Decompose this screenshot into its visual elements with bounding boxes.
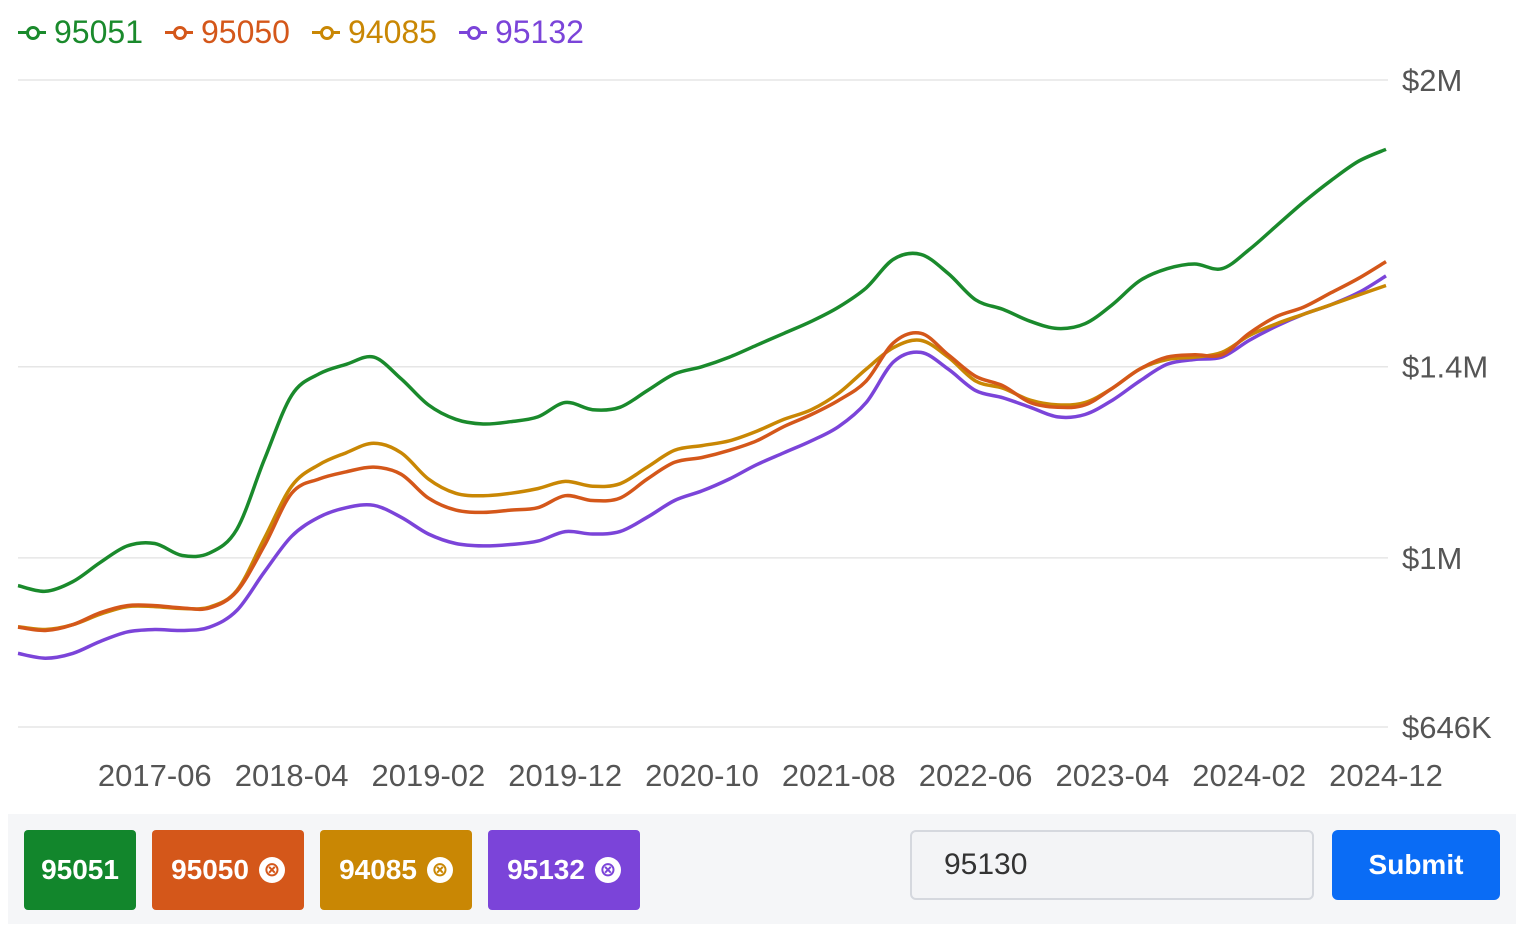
legend-label: 95051 [54, 14, 143, 50]
x-tick-label: 2019-02 [372, 758, 486, 793]
legend-label: 94085 [347, 14, 437, 50]
chip-label: 95132 [507, 854, 585, 885]
y-tick-label: $2M [1402, 63, 1462, 98]
legend-item-95051[interactable]: 95051 [18, 16, 143, 48]
zip-input[interactable] [910, 830, 1314, 900]
price-line-chart: $646K $1M $1.4M $2M 2017-06 2018-04 2019-02 201… [17, 63, 1492, 793]
legend-item-94085[interactable]: 94085 [311, 14, 437, 50]
legend-marker-icon [164, 25, 193, 40]
chart-legend: 95051 95050 94085 95132 [18, 10, 584, 54]
x-tick-label: 2022-06 [919, 758, 1033, 793]
x-tick-label: 2021-08 [782, 758, 896, 793]
x-tick-label: 2020-10 [645, 758, 759, 793]
chip-95050[interactable]: 95050 ⊗ [152, 830, 304, 910]
chip-94085[interactable]: 94085 ⊗ [320, 830, 472, 910]
remove-95132-close-icon[interactable]: ⊗ [594, 857, 621, 883]
y-tick-label: $1M [1402, 541, 1462, 576]
legend-item-95132[interactable]: 95132 [458, 14, 584, 50]
chip-label: 95051 [41, 854, 119, 885]
submit-button[interactable]: Submit [1332, 830, 1500, 900]
x-tick-label: 2023-04 [1056, 758, 1170, 793]
zip-controls: 95051 95050 ⊗ 94085 ⊗ 95132 ⊗ Submit [8, 814, 1516, 924]
chip-95051[interactable]: 95051 [24, 830, 136, 910]
x-tick-label: 2019-12 [508, 758, 622, 793]
remove-94085-close-icon[interactable]: ⊗ [426, 857, 453, 883]
legend-marker-icon [311, 25, 340, 40]
y-tick-label: $646K [1402, 710, 1492, 745]
legend-marker-icon [458, 25, 487, 40]
series-line-95132[interactable] [17, 274, 1387, 660]
chip-label: 95050 [171, 854, 249, 885]
x-tick-label: 2024-12 [1329, 758, 1443, 793]
x-tick-label: 2024-02 [1192, 758, 1306, 793]
y-tick-label: $1.4M [1402, 350, 1488, 385]
chip-label: 94085 [339, 854, 417, 885]
series-line-95050[interactable] [17, 260, 1387, 633]
legend-label: 95050 [200, 14, 290, 50]
legend-marker-icon [18, 25, 46, 40]
legend-label: 95132 [494, 14, 584, 50]
remove-95050-close-icon[interactable]: ⊗ [258, 857, 285, 883]
x-tick-label: 2018-04 [235, 758, 349, 793]
legend-item-95050[interactable]: 95050 [164, 14, 290, 50]
series-line-95051[interactable] [17, 147, 1387, 594]
chip-95132[interactable]: 95132 ⊗ [488, 830, 640, 910]
x-tick-label: 2017-06 [98, 758, 212, 793]
